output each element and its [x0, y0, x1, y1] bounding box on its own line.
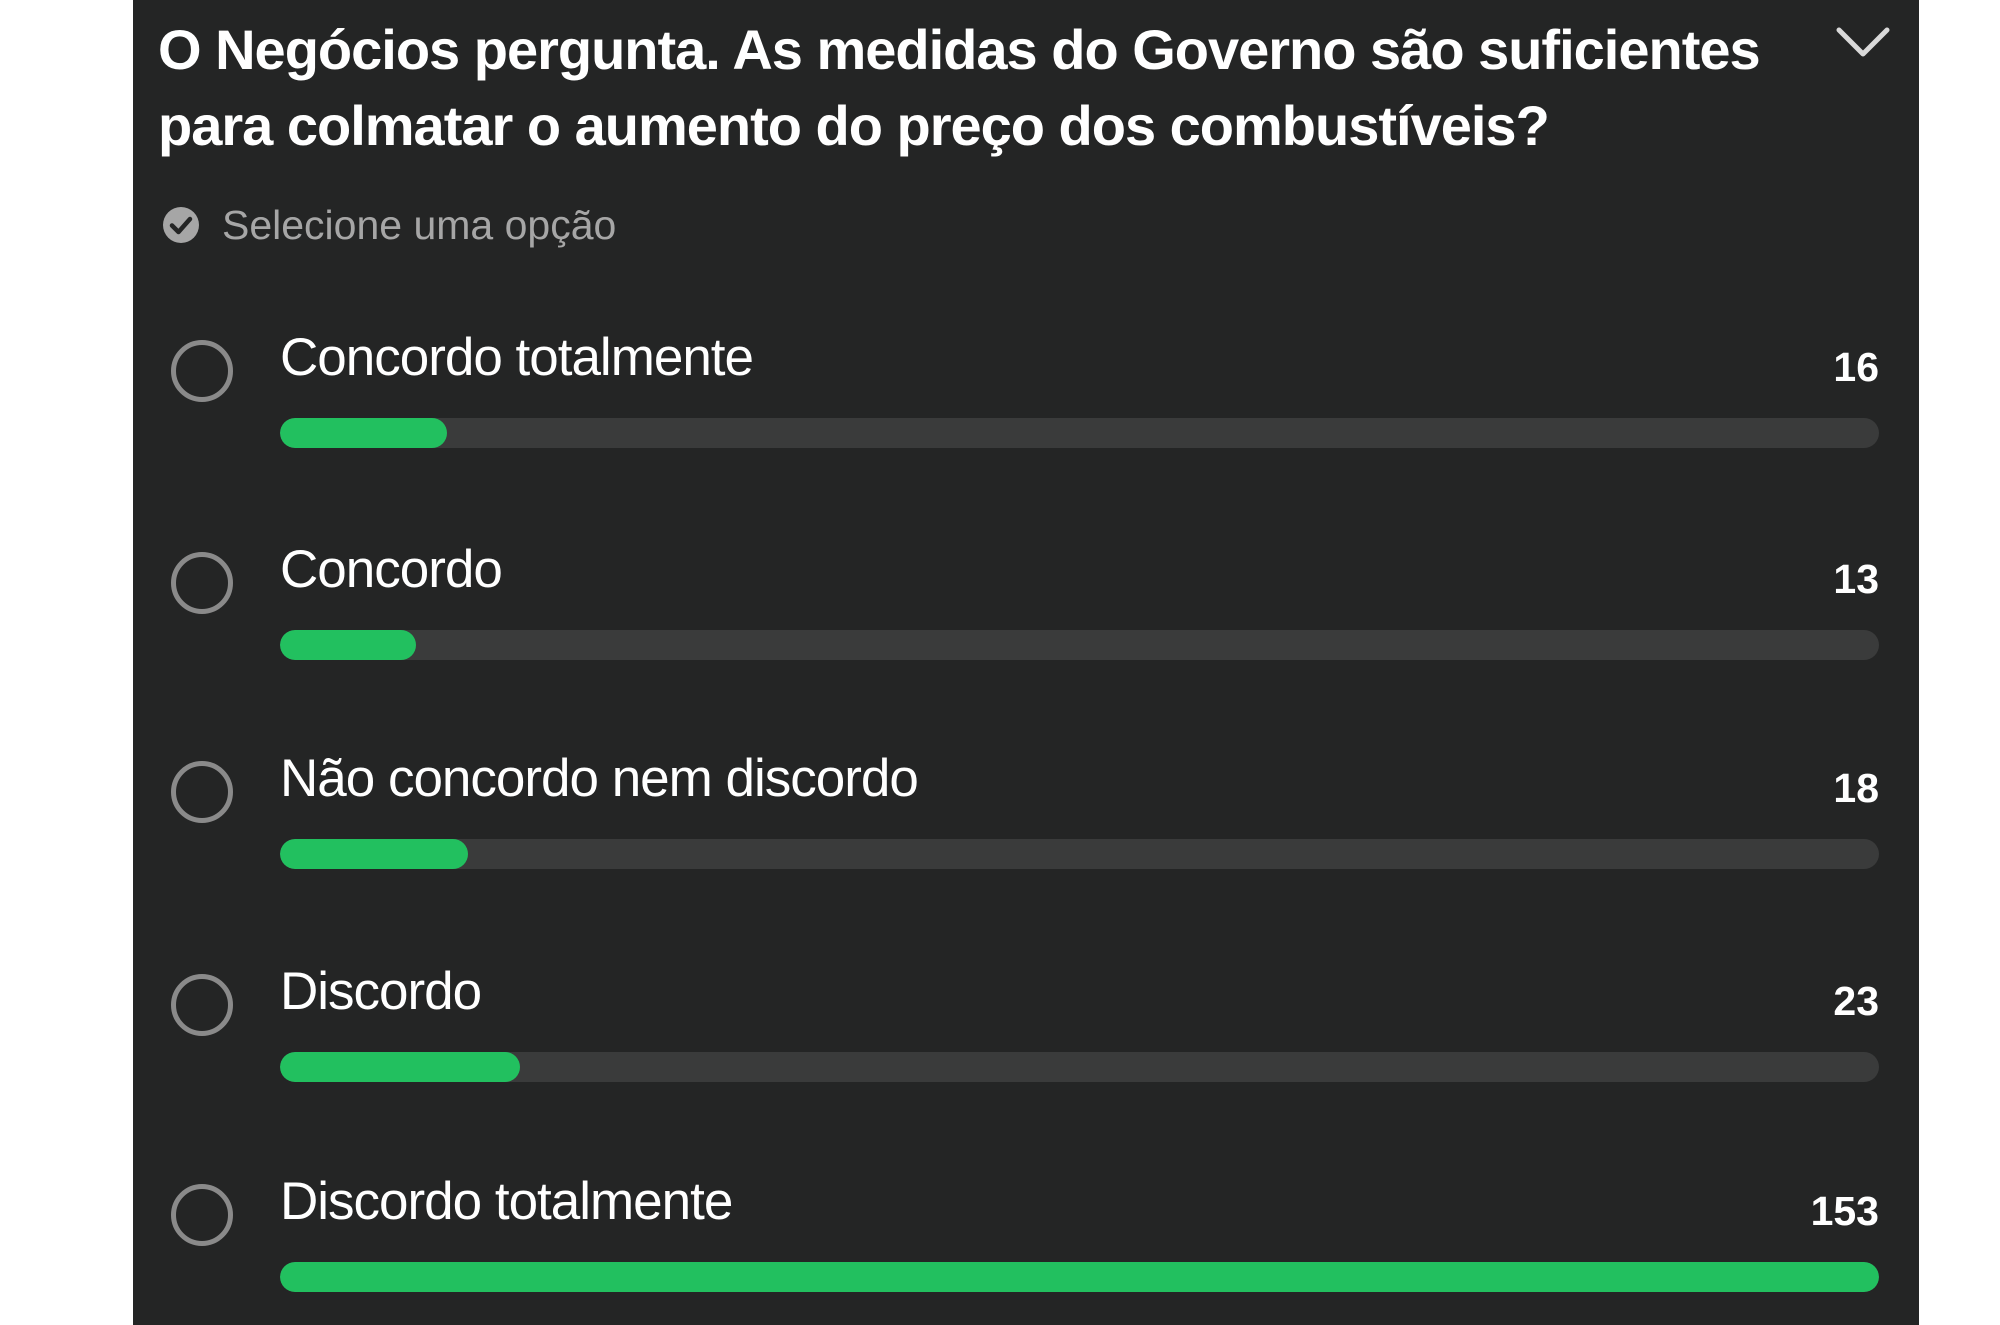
- option-label: Concordo: [280, 540, 503, 599]
- result-bar-fill: [280, 1262, 1879, 1292]
- selection-hint: Selecione uma opção: [162, 200, 616, 250]
- poll-option[interactable]: Não concordo nem discordo 18: [133, 739, 1919, 879]
- option-label: Concordo totalmente: [280, 328, 754, 387]
- option-radio[interactable]: [171, 340, 233, 402]
- option-radio[interactable]: [171, 1184, 233, 1246]
- result-bar-fill: [280, 418, 448, 448]
- poll-header: O Negócios pergunta. As medidas do Gover…: [158, 12, 1858, 164]
- result-bar-track: [280, 839, 1879, 869]
- result-bar-track: [280, 630, 1879, 660]
- poll-option[interactable]: Discordo totalmente 153: [133, 1162, 1919, 1302]
- poll-option[interactable]: Concordo totalmente 16: [133, 318, 1919, 458]
- option-radio[interactable]: [171, 974, 233, 1036]
- option-count: 16: [1833, 344, 1879, 390]
- poll-question: O Negócios pergunta. As medidas do Gover…: [158, 18, 1761, 157]
- poll-card: O Negócios pergunta. As medidas do Gover…: [133, 0, 1919, 1325]
- option-count: 23: [1833, 978, 1879, 1024]
- option-radio[interactable]: [171, 761, 233, 823]
- option-label: Discordo: [280, 962, 482, 1021]
- result-bar-fill: [280, 630, 416, 660]
- option-count: 18: [1833, 765, 1879, 811]
- selection-hint-text: Selecione uma opção: [222, 201, 617, 248]
- option-radio[interactable]: [171, 552, 233, 614]
- option-count: 13: [1833, 556, 1879, 602]
- check-circle-icon: [163, 207, 199, 243]
- result-bar-track: [280, 1052, 1879, 1082]
- poll-option[interactable]: Discordo 23: [133, 952, 1919, 1092]
- chevron-down-icon[interactable]: [1833, 22, 1893, 62]
- result-bar-track: [280, 418, 1879, 448]
- option-count: 153: [1810, 1188, 1879, 1234]
- option-label: Não concordo nem discordo: [280, 749, 919, 808]
- result-bar-track: [280, 1262, 1879, 1292]
- option-label: Discordo totalmente: [280, 1172, 733, 1231]
- result-bar-fill: [280, 1052, 521, 1082]
- poll-option[interactable]: Concordo 13: [133, 530, 1919, 670]
- result-bar-fill: [280, 839, 469, 869]
